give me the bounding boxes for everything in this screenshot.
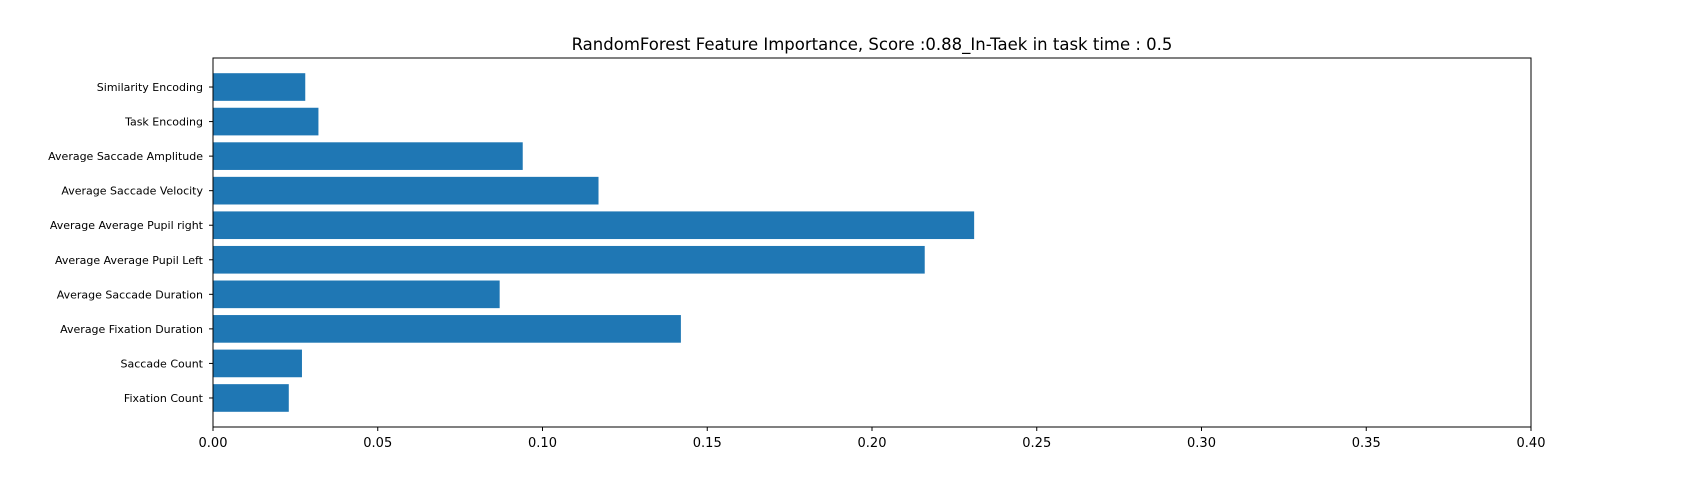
bar-similarity-encoding: [213, 73, 306, 101]
bars-group: [213, 73, 975, 412]
x-tick-label: 0.00: [199, 436, 228, 451]
y-tick-label: Average Saccade Amplitude: [48, 150, 203, 163]
bar-average-saccade-duration: [213, 280, 500, 309]
y-axis: Fixation Count Saccade Count Average Fixat…: [48, 81, 213, 405]
bar-average-average-pupil-right: [213, 211, 975, 240]
bar-average-saccade-amplitude: [213, 142, 523, 170]
bar-average-saccade-velocity: [213, 176, 599, 205]
x-tick-label: 0.25: [1022, 436, 1051, 451]
y-tick-label: Saccade Count: [121, 357, 204, 370]
bar-fixation-count: [213, 384, 289, 412]
x-axis: 0.00 0.05 0.10 0.15 0.20 0.25 0.30 0.35 0.40: [199, 427, 1546, 451]
bar-task-encoding: [213, 107, 319, 136]
bar-average-fixation-duration: [213, 315, 681, 343]
chart-title: RandomForest Feature Importance, Score :…: [572, 35, 1173, 55]
y-tick-label: Average Average Pupil right: [50, 219, 204, 232]
x-tick-label: 0.05: [363, 436, 392, 451]
y-tick-label: Task Encoding: [124, 116, 203, 129]
x-tick-label: 0.35: [1352, 436, 1381, 451]
y-tick-label: Similarity Encoding: [97, 81, 203, 94]
bar-saccade-count: [213, 349, 302, 378]
plot-frame: [212, 57, 1532, 428]
x-tick-label: 0.15: [693, 436, 722, 451]
y-tick-label: Average Fixation Duration: [60, 323, 203, 336]
bar-average-average-pupil-left: [213, 245, 925, 274]
x-tick-label: 0.30: [1187, 436, 1216, 451]
y-tick-label: Average Saccade Duration: [57, 288, 203, 301]
x-tick-label: 0.20: [858, 436, 887, 451]
y-tick-label: Average Average Pupil Left: [55, 254, 204, 267]
x-tick-label: 0.10: [528, 436, 557, 451]
y-tick-label: Average Saccade Velocity: [61, 185, 203, 198]
x-tick-label: 0.40: [1517, 436, 1546, 451]
y-tick-label: Fixation Count: [124, 392, 204, 405]
